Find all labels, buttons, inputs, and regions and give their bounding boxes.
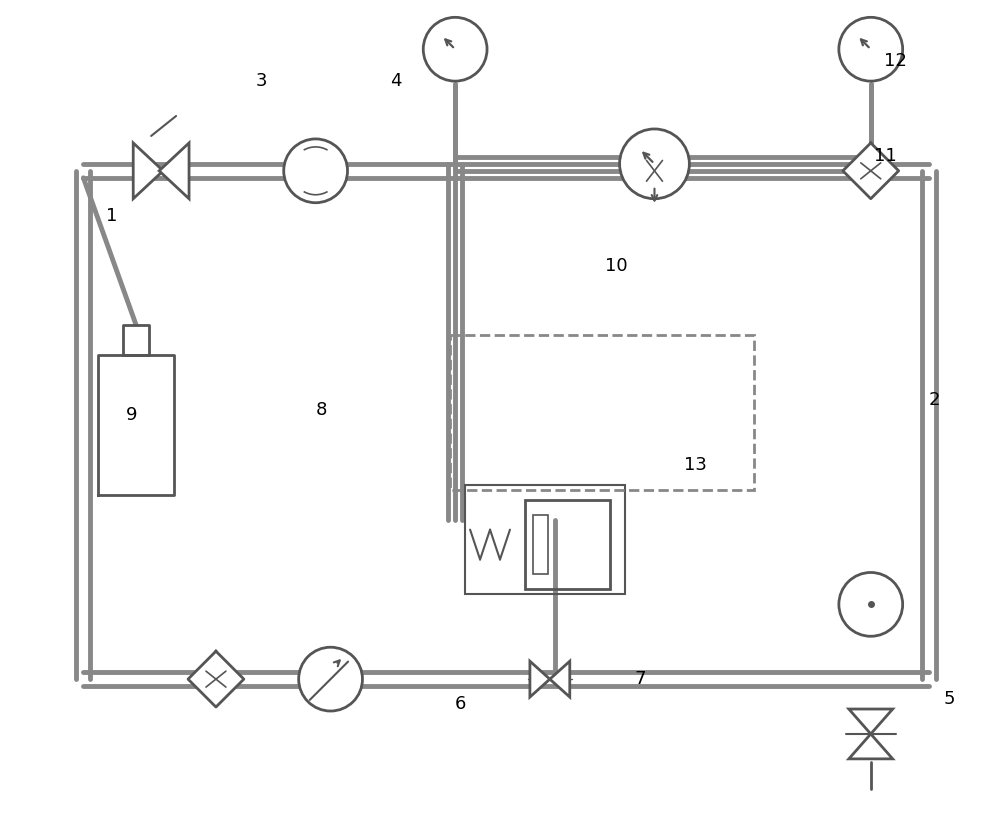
Polygon shape [550, 661, 570, 697]
Circle shape [284, 139, 348, 203]
Bar [525, 499, 610, 590]
Text: 5: 5 [944, 690, 955, 708]
Circle shape [299, 647, 362, 711]
Polygon shape [123, 326, 149, 355]
Polygon shape [627, 143, 682, 199]
Text: 2: 2 [929, 391, 940, 409]
Polygon shape [133, 143, 163, 199]
Circle shape [620, 129, 689, 199]
Polygon shape [849, 734, 893, 759]
Circle shape [423, 18, 487, 81]
Polygon shape [843, 143, 899, 199]
Polygon shape [530, 661, 550, 697]
Polygon shape [159, 143, 189, 199]
Bar [465, 485, 625, 595]
Text: 6: 6 [455, 695, 467, 713]
Text: 7: 7 [635, 671, 646, 688]
Polygon shape [98, 355, 174, 495]
Circle shape [839, 18, 903, 81]
Bar [533, 514, 548, 574]
Polygon shape [188, 651, 244, 707]
Text: 11: 11 [874, 147, 897, 164]
Text: 4: 4 [390, 72, 402, 90]
Text: 8: 8 [316, 401, 327, 419]
Text: 12: 12 [884, 53, 907, 70]
Bar [450, 336, 754, 490]
Text: 13: 13 [684, 456, 707, 473]
Circle shape [839, 573, 903, 636]
Text: 3: 3 [256, 72, 267, 90]
Polygon shape [849, 709, 893, 734]
Text: 9: 9 [126, 406, 138, 424]
Text: 10: 10 [605, 256, 627, 275]
Text: 1: 1 [106, 207, 118, 225]
